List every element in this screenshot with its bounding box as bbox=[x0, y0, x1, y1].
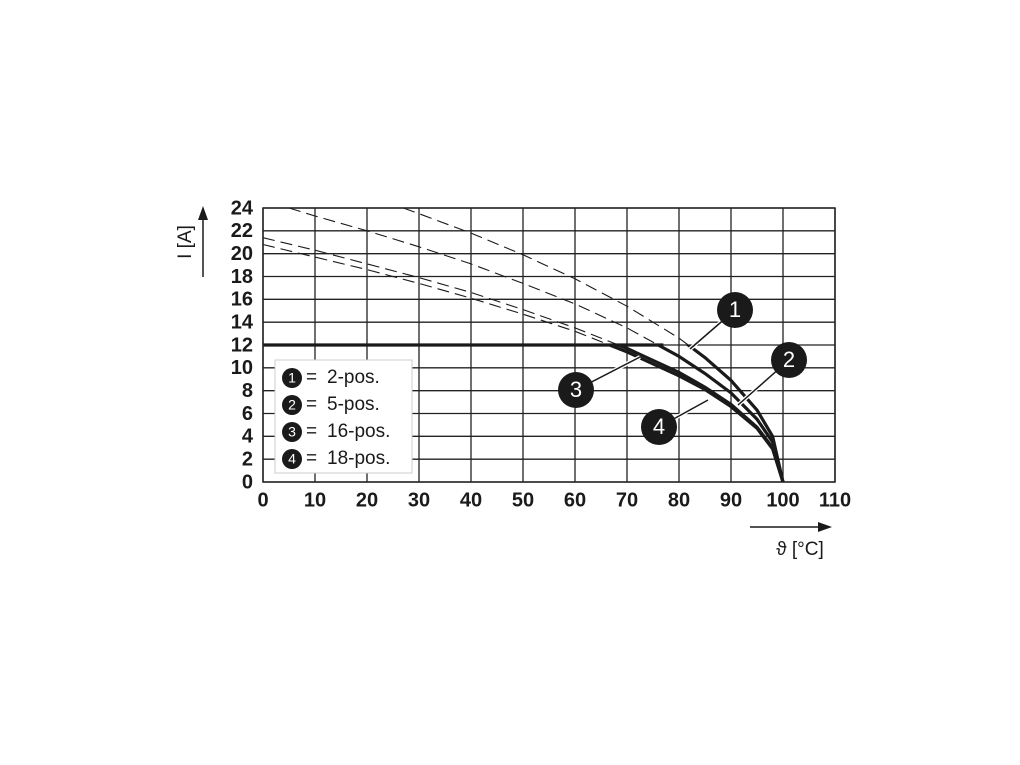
curve bbox=[605, 345, 785, 483]
y-tick-label: 6 bbox=[242, 403, 253, 425]
x-tick-label: 90 bbox=[720, 489, 742, 511]
curve bbox=[685, 345, 785, 483]
legend-separator: = bbox=[306, 421, 317, 442]
legend-marker bbox=[282, 368, 302, 388]
x-tick-label: 100 bbox=[766, 489, 799, 511]
x-tick-label: 110 bbox=[819, 489, 851, 511]
y-tick-label: 4 bbox=[242, 426, 254, 448]
legend-label: 5-pos. bbox=[327, 394, 380, 415]
y-axis-arrowhead bbox=[198, 206, 208, 220]
legend-marker bbox=[282, 422, 302, 442]
x-tick-label: 80 bbox=[668, 489, 690, 511]
y-tick-label: 16 bbox=[231, 289, 253, 311]
legend-label: 16-pos. bbox=[327, 421, 390, 442]
x-tick-label: 10 bbox=[304, 489, 326, 511]
y-tick-label: 14 bbox=[231, 311, 254, 333]
x-tick-label: 20 bbox=[356, 489, 378, 511]
callout-circle bbox=[771, 342, 807, 378]
legend-label: 2-pos. bbox=[327, 367, 380, 388]
y-tick-label: 24 bbox=[231, 197, 254, 219]
x-tick-label: 50 bbox=[512, 489, 534, 511]
callout-circle bbox=[641, 409, 677, 445]
legend-marker bbox=[282, 449, 302, 469]
legend-marker-label: 3 bbox=[288, 424, 296, 440]
callout-label: 1 bbox=[729, 297, 741, 322]
x-tick-label: 70 bbox=[616, 489, 638, 511]
legend-marker-label: 2 bbox=[288, 397, 296, 413]
curve-dashed bbox=[288, 207, 660, 345]
y-tick-label: 18 bbox=[231, 266, 253, 288]
legend-separator: = bbox=[306, 448, 317, 469]
x-tick-label: 40 bbox=[460, 489, 482, 511]
curve-dashed bbox=[262, 243, 612, 345]
legend-marker-label: 1 bbox=[288, 370, 296, 386]
callout-circle bbox=[558, 372, 594, 408]
x-tick-label: 30 bbox=[408, 489, 430, 511]
y-tick-label: 0 bbox=[242, 471, 253, 493]
y-tick-label: 8 bbox=[242, 380, 253, 402]
x-axis-arrowhead bbox=[818, 522, 832, 532]
curve bbox=[654, 345, 785, 483]
callout-label: 3 bbox=[570, 377, 582, 402]
curve-dashed bbox=[262, 237, 620, 345]
legend-label: 18-pos. bbox=[327, 448, 390, 469]
x-axis-label: ϑ [°C] bbox=[776, 539, 824, 560]
legend-marker-label: 4 bbox=[288, 451, 296, 467]
legend-separator: = bbox=[306, 367, 317, 388]
y-tick-label: 22 bbox=[231, 220, 253, 242]
legend-separator: = bbox=[306, 394, 317, 415]
x-tick-label: 0 bbox=[257, 489, 268, 511]
y-tick-label: 10 bbox=[231, 357, 253, 379]
callout-circle bbox=[717, 292, 753, 328]
curve-dashed bbox=[403, 207, 690, 345]
y-axis-label: I [A] bbox=[175, 225, 196, 259]
y-tick-label: 2 bbox=[242, 448, 253, 470]
x-tick-label: 60 bbox=[564, 489, 586, 511]
y-tick-label: 20 bbox=[231, 243, 253, 265]
legend-marker bbox=[282, 395, 302, 415]
y-tick-label: 12 bbox=[231, 334, 253, 356]
callout-label: 4 bbox=[653, 414, 665, 439]
callout-label: 2 bbox=[783, 347, 795, 372]
plot-border bbox=[262, 207, 836, 483]
